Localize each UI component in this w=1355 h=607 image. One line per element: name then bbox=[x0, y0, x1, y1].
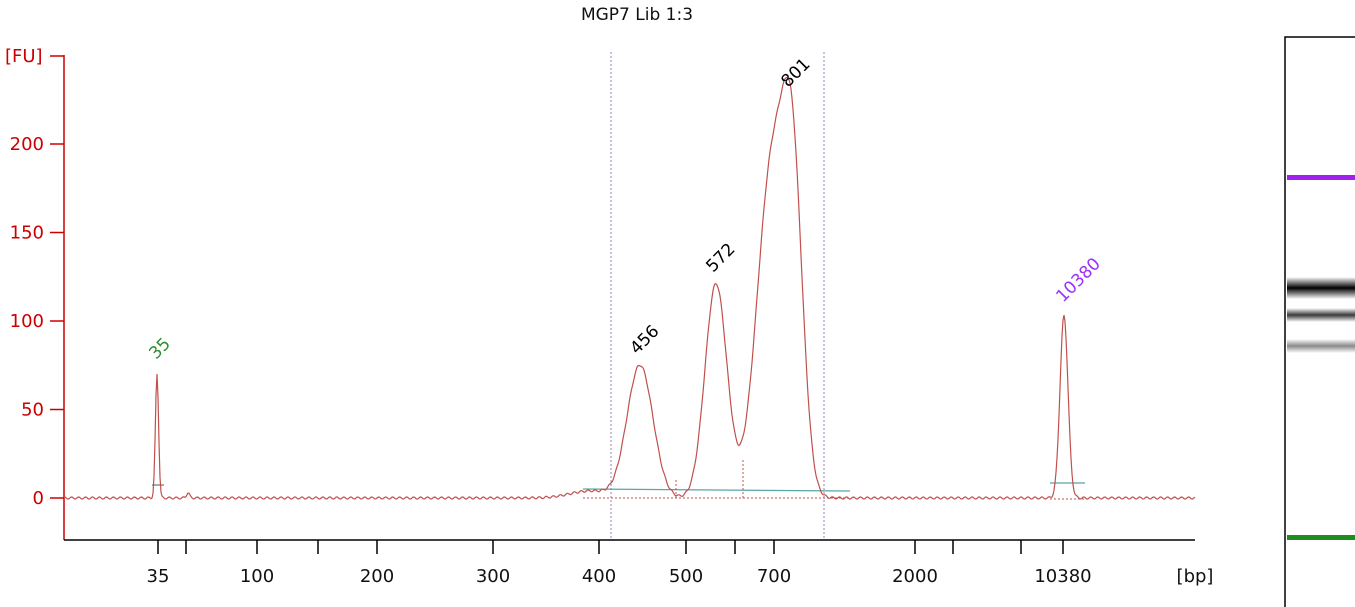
y-tick-label: 100 bbox=[10, 311, 44, 332]
y-axis-label: [FU] bbox=[5, 46, 43, 67]
x-tick-label: 400 bbox=[582, 566, 616, 587]
peak-label-35: 35 bbox=[145, 334, 174, 363]
x-tick-label: 10380 bbox=[1034, 566, 1091, 587]
peak-label-10380: 10380 bbox=[1052, 254, 1104, 306]
chart-title: MGP7 Lib 1:3 bbox=[581, 5, 693, 25]
gel-band-456 bbox=[1287, 339, 1355, 353]
x-tick-label: 35 bbox=[147, 566, 170, 587]
y-tick-label: 0 bbox=[33, 488, 44, 509]
x-tick-label: 200 bbox=[360, 566, 394, 587]
gel-band-lower-marker bbox=[1287, 535, 1355, 540]
x-tick-label: 300 bbox=[476, 566, 510, 587]
electropherogram-trace bbox=[63, 76, 1196, 500]
gel-lane bbox=[1284, 36, 1355, 607]
gel-band-upper-marker bbox=[1287, 175, 1355, 180]
y-tick-label: 150 bbox=[10, 223, 44, 244]
y-tick-label: 50 bbox=[21, 400, 44, 421]
x-axis-label: [bp] bbox=[1177, 566, 1214, 587]
peak-label-572: 572 bbox=[702, 239, 739, 276]
peak-label-456: 456 bbox=[626, 321, 663, 358]
y-ticks: 0 50 100 150 200 bbox=[10, 134, 64, 509]
x-ticks: 35 100 200 300 400 500 700 2000 10380 bbox=[147, 540, 1092, 587]
x-tick-label: 700 bbox=[757, 566, 791, 587]
gel-band-572 bbox=[1287, 308, 1355, 322]
x-tick-label: 500 bbox=[669, 566, 703, 587]
x-tick-label: 100 bbox=[240, 566, 274, 587]
x-tick-label: 2000 bbox=[892, 566, 938, 587]
y-tick-label: 200 bbox=[10, 134, 44, 155]
peak-baseline bbox=[582, 488, 851, 492]
gel-band-801 bbox=[1287, 277, 1355, 299]
